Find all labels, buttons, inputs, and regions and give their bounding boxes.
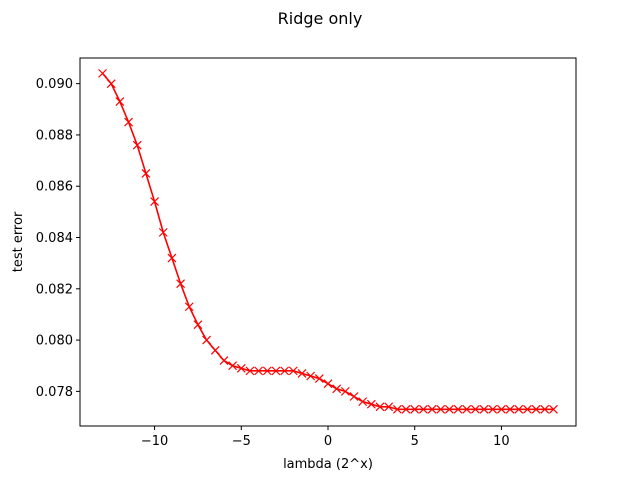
- plot-frame: [79, 57, 577, 427]
- data-point-marker: [531, 404, 541, 414]
- y-tick-label: 0.090: [36, 77, 73, 92]
- data-point-marker: [176, 279, 186, 289]
- x-tick-label: −10: [141, 434, 168, 449]
- y-tick-label: 0.084: [36, 231, 73, 246]
- data-point-marker: [271, 366, 281, 376]
- x-axis-label: lambda (2^x): [283, 457, 373, 472]
- data-point-marker: [401, 404, 411, 414]
- y-tick-label: 0.086: [36, 180, 73, 195]
- data-point-marker: [124, 117, 133, 127]
- data-point-marker: [314, 374, 324, 383]
- data-point-marker: [384, 402, 394, 412]
- y-tick-label: 0.080: [36, 334, 73, 349]
- data-point-marker: [158, 227, 168, 237]
- data-point-marker: [98, 68, 107, 78]
- y-tick-label: 0.082: [36, 282, 73, 297]
- data-point-marker: [366, 399, 376, 409]
- y-axis: 0.078 0.080 0.082 0.084 0.086 0.088 0.090: [36, 77, 80, 400]
- data-point-marker: [349, 392, 359, 401]
- data-point-marker: [306, 371, 316, 381]
- data-point-marker: [184, 302, 194, 312]
- data-point-marker: [193, 320, 203, 330]
- data-point-marker: [236, 363, 246, 373]
- data-point-marker: [540, 404, 550, 414]
- data-point-marker: [462, 404, 472, 414]
- series-line: [101, 72, 554, 411]
- data-point-marker: [488, 404, 498, 414]
- data-point-marker: [453, 404, 463, 414]
- x-tick-label: 5: [411, 434, 419, 449]
- y-tick-label: 0.088: [36, 128, 73, 143]
- data-point-marker: [167, 253, 177, 263]
- data-point-marker: [497, 404, 506, 414]
- data-point-marker: [340, 386, 350, 396]
- data-point-marker: [505, 404, 515, 414]
- data-point-marker: [106, 79, 116, 89]
- data-point-marker: [375, 402, 385, 412]
- data-point-marker: [288, 366, 298, 376]
- data-point-marker: [323, 379, 333, 389]
- data-point-marker: [514, 404, 524, 414]
- y-tick-label: 0.078: [36, 385, 73, 400]
- chart-title: Ridge only: [278, 9, 363, 28]
- data-point-marker: [418, 404, 428, 414]
- data-point-marker: [219, 356, 229, 366]
- x-tick-label: 10: [493, 434, 510, 449]
- data-point-marker: [228, 361, 238, 371]
- plot-area: [98, 68, 558, 414]
- data-point-marker: [392, 404, 402, 414]
- data-point-marker: [470, 404, 480, 414]
- data-point-marker: [254, 366, 264, 376]
- y-axis-label: test error: [11, 211, 26, 272]
- x-tick-label: 0: [324, 434, 332, 449]
- data-point-marker: [115, 97, 125, 107]
- data-point-marker: [410, 404, 420, 414]
- data-point-marker: [436, 404, 446, 414]
- data-point-marker: [262, 366, 272, 376]
- data-point-marker: [332, 384, 342, 394]
- data-point-marker: [150, 197, 159, 207]
- data-point-marker: [202, 335, 212, 345]
- x-axis: −10 −5 0 5 10: [141, 426, 510, 449]
- data-point-marker: [141, 168, 151, 178]
- data-point-marker: [210, 345, 220, 355]
- data-point-marker: [280, 366, 290, 376]
- data-point-marker: [427, 404, 437, 414]
- data-point-marker: [479, 404, 489, 414]
- x-tick-label: −5: [232, 434, 251, 449]
- data-point-marker: [549, 404, 558, 414]
- data-point-marker: [245, 366, 255, 376]
- data-point-marker: [358, 397, 368, 407]
- data-point-marker: [132, 140, 142, 150]
- data-point-marker: [523, 404, 532, 414]
- data-point-marker: [444, 404, 454, 414]
- data-point-marker: [297, 369, 307, 378]
